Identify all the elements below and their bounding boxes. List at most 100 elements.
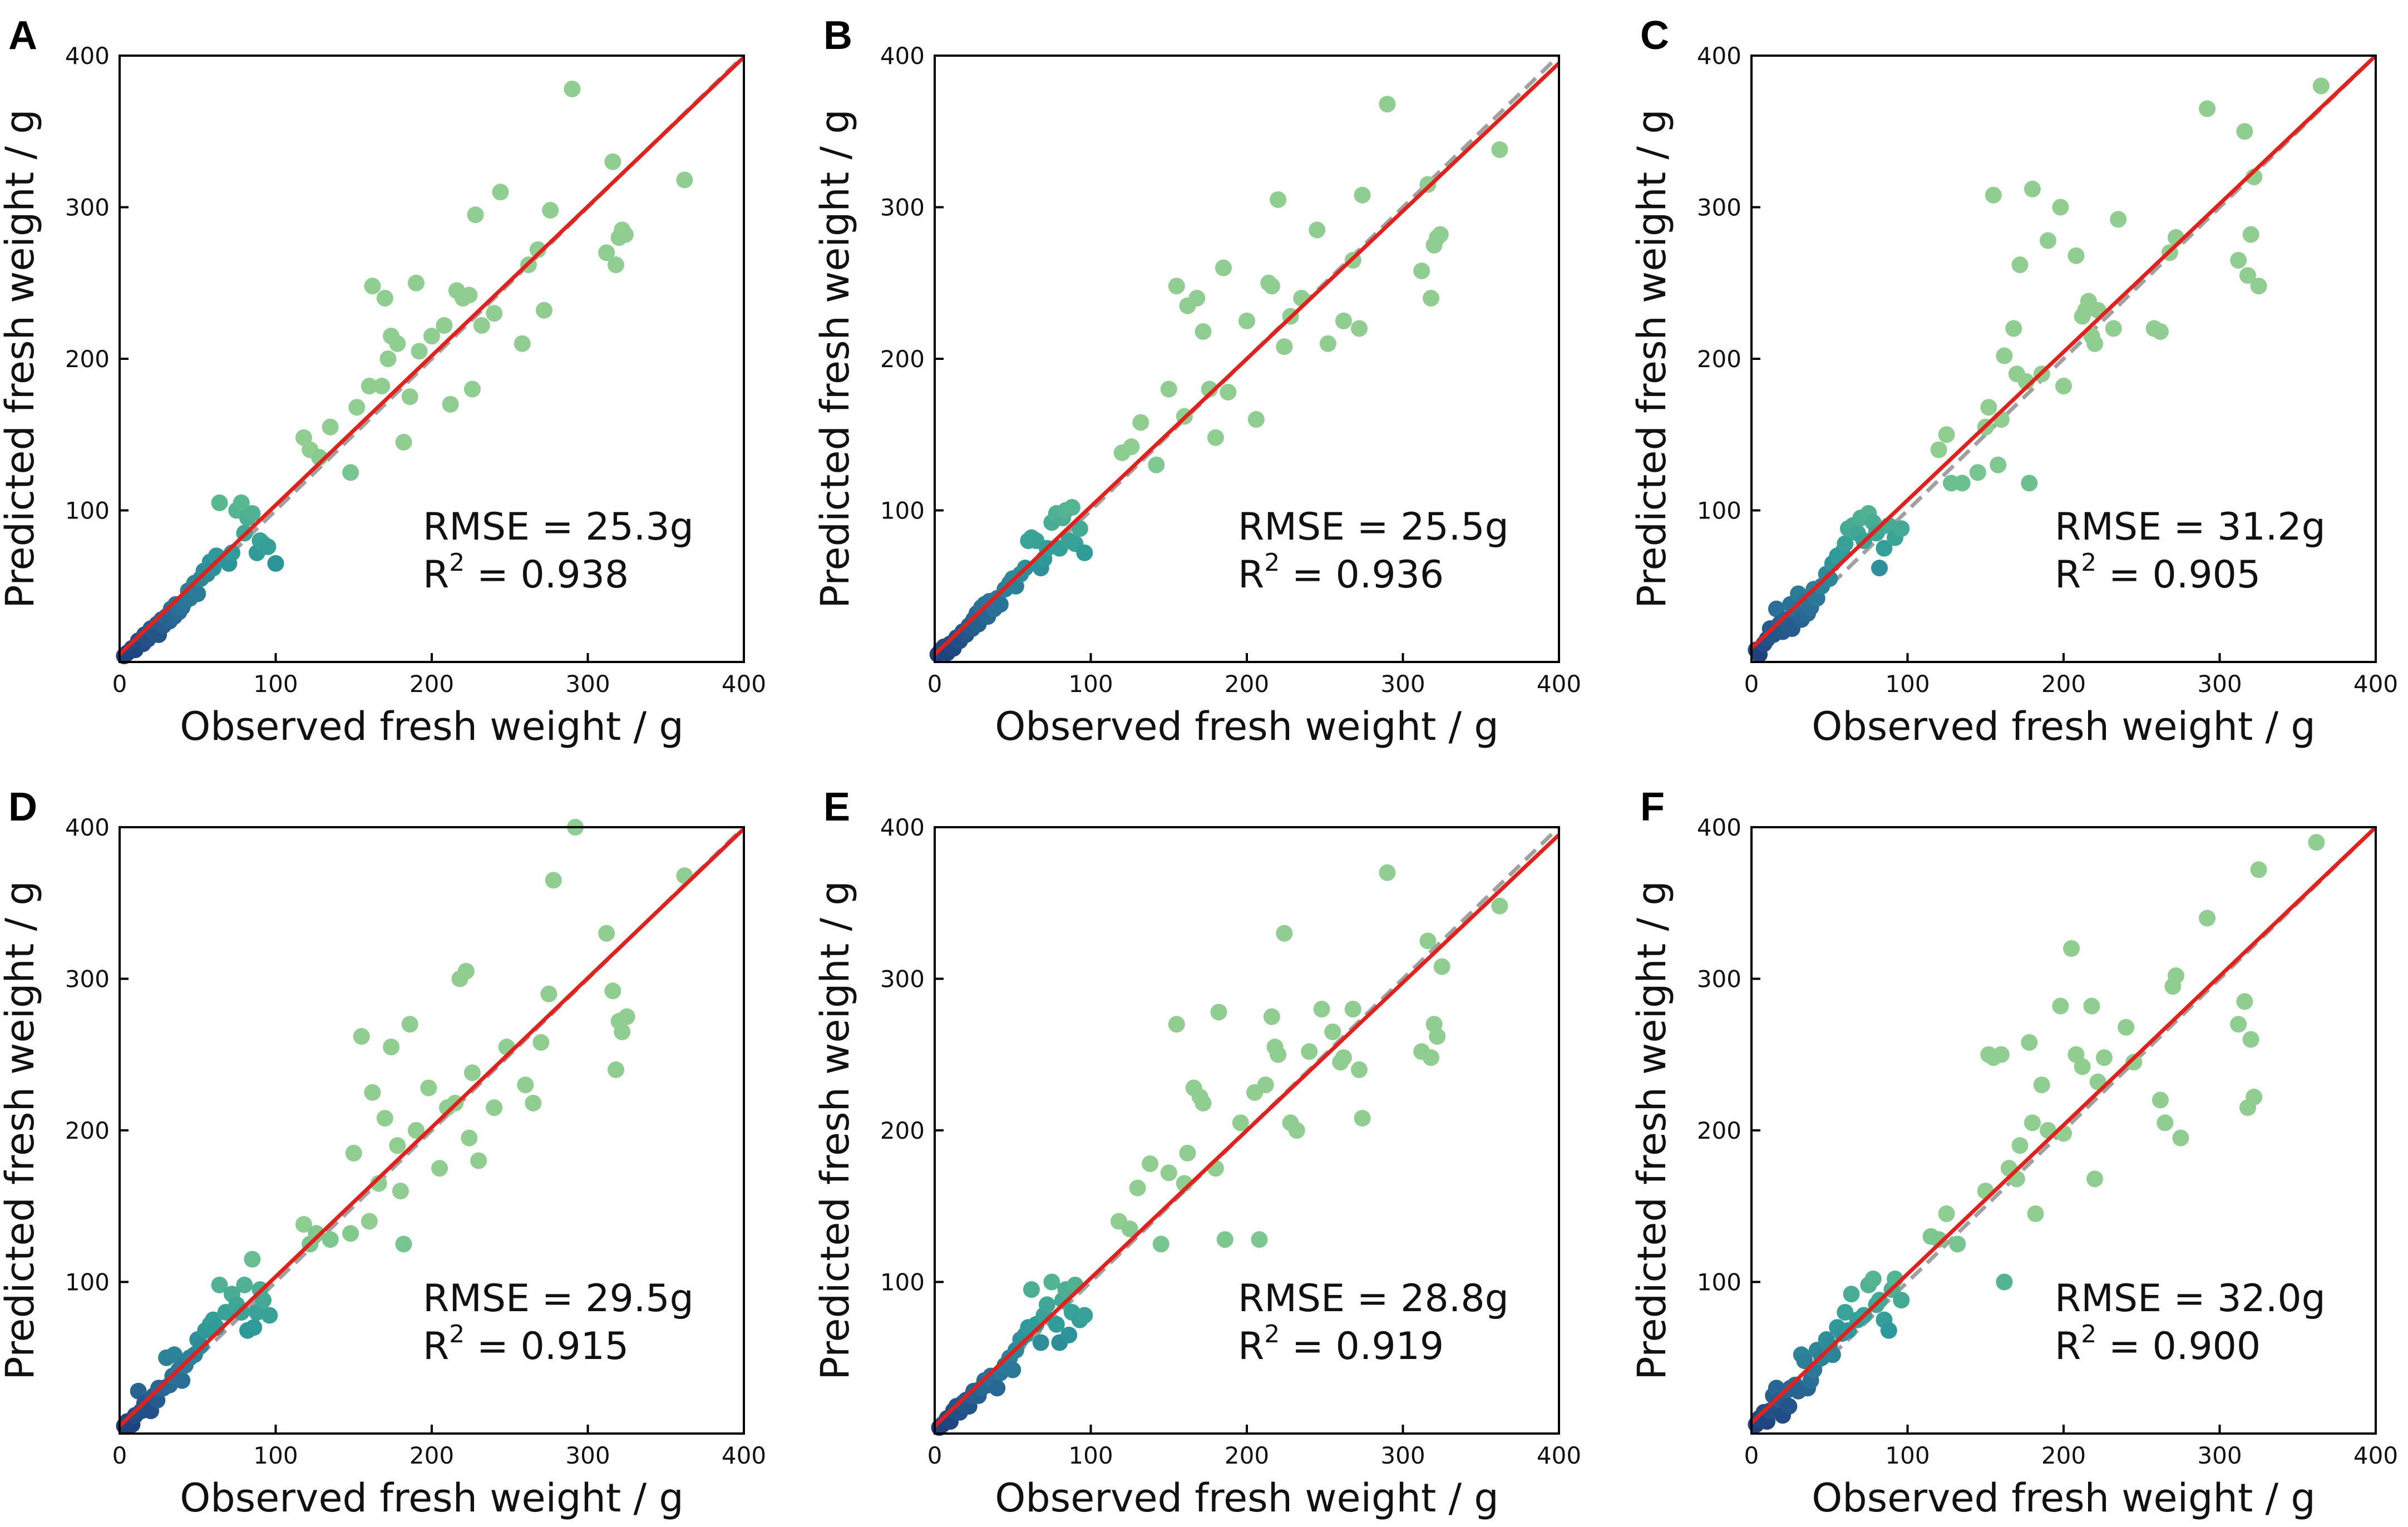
data-point (1207, 429, 1224, 446)
data-point (1188, 290, 1206, 307)
data-point (604, 153, 621, 170)
data-point (989, 1380, 1006, 1397)
x-axis-label: Observed fresh weight / g (1812, 1475, 2316, 1521)
r2-superscript: 2 (2081, 548, 2096, 577)
x-tick-label: 400 (722, 1442, 766, 1469)
y-tick-label: 300 (65, 194, 110, 221)
x-tick-label: 400 (2353, 670, 2398, 698)
data-point (389, 1137, 406, 1154)
data-point (1220, 383, 1237, 401)
rmse-annotation: RMSE = 25.5g (1238, 505, 1509, 549)
data-point (1123, 438, 1140, 456)
data-point (1195, 1094, 1212, 1111)
data-point (1076, 544, 1093, 561)
y-tick-label: 200 (65, 345, 110, 373)
r2-superscript: 2 (2081, 1320, 2096, 1348)
data-point (2118, 1019, 2135, 1036)
data-point (420, 1079, 437, 1096)
data-point (991, 596, 1009, 613)
data-point (2052, 199, 2069, 216)
data-point (1060, 1326, 1078, 1343)
data-point (486, 305, 503, 322)
x-tick-label: 400 (1537, 670, 1581, 698)
data-point (1257, 1076, 1274, 1094)
data-point (461, 1129, 478, 1147)
data-point (1168, 1016, 1185, 1033)
data-point (2236, 123, 2253, 140)
data-point (540, 985, 557, 1002)
data-point (2308, 834, 2325, 851)
x-tick-label: 200 (409, 1442, 454, 1469)
data-point (255, 1292, 272, 1309)
data-point (1038, 1296, 1055, 1313)
data-point (166, 1346, 183, 1363)
data-point (189, 585, 206, 602)
r2-annotation: R2 = 0.919 (1238, 1320, 1444, 1368)
data-point (2011, 256, 2029, 274)
panel-letter: F (1640, 785, 1665, 829)
x-tick-label: 300 (1380, 1442, 1425, 1469)
data-point (2067, 247, 2085, 264)
x-tick-label: 300 (2197, 1442, 2242, 1469)
data-point (1419, 932, 1437, 950)
data-point (1893, 1292, 1910, 1309)
r2-annotation: R2 = 0.936 (1238, 548, 1444, 597)
data-point (2172, 1129, 2189, 1147)
data-point (1491, 141, 1508, 158)
data-point (1864, 1271, 1882, 1288)
data-point (379, 350, 397, 367)
data-point (245, 1319, 263, 1336)
data-point (1195, 323, 1212, 340)
y-axis-label: Predicted fresh weight / g (1629, 109, 1675, 608)
y-tick-label: 400 (1697, 814, 1741, 841)
data-point (1433, 958, 1450, 975)
data-point (211, 494, 228, 511)
data-point (457, 962, 475, 980)
y-tick-label: 100 (1697, 497, 1741, 525)
data-point (2236, 993, 2253, 1010)
data-point (2024, 1114, 2041, 1131)
data-point (392, 1183, 409, 1199)
data-point (1938, 426, 1955, 443)
data-point (1309, 221, 1326, 239)
data-point (1276, 925, 1293, 942)
data-point (514, 335, 531, 352)
panel-d: D 0 100 200 300 400 100 200 300 400 Observed fresh… (0, 785, 766, 1521)
x-tick-label: 0 (112, 1442, 127, 1469)
data-point (607, 256, 624, 274)
data-point (2242, 1031, 2259, 1048)
data-point (1837, 535, 1854, 552)
data-point (463, 380, 481, 398)
data-point (1251, 1231, 1268, 1248)
data-point (1142, 1155, 1159, 1172)
data-point (353, 1028, 370, 1045)
data-point (1201, 380, 1218, 398)
data-point (1980, 399, 1997, 416)
r2-superscript: 2 (449, 1320, 465, 1348)
data-point (2167, 967, 2184, 985)
data-point (211, 1276, 228, 1293)
fit-line (1750, 826, 2377, 1425)
data-point (431, 1160, 448, 1177)
x-axis-label: Observed fresh weight / g (180, 1475, 684, 1521)
x-tick-label: 0 (927, 670, 943, 698)
data-point (1354, 1110, 1371, 1127)
data-point (486, 1099, 503, 1116)
rmse-annotation: RMSE = 28.8g (1238, 1277, 1509, 1321)
data-point (1319, 335, 1336, 352)
data-point (1990, 456, 2007, 473)
data-point (2230, 251, 2247, 269)
data-point (2250, 861, 2267, 878)
data-point (401, 388, 418, 406)
data-point (236, 1276, 253, 1293)
data-point (345, 1144, 362, 1162)
data-point (1938, 1205, 1955, 1222)
x-tick-label: 0 (1744, 1442, 1759, 1469)
data-point (542, 201, 559, 219)
data-point (1930, 441, 1947, 458)
r2-value: = 0.936 (1280, 553, 1444, 597)
data-point (2199, 100, 2216, 117)
data-point (1985, 186, 2002, 204)
data-point (618, 1008, 635, 1025)
data-point (1996, 347, 2013, 364)
